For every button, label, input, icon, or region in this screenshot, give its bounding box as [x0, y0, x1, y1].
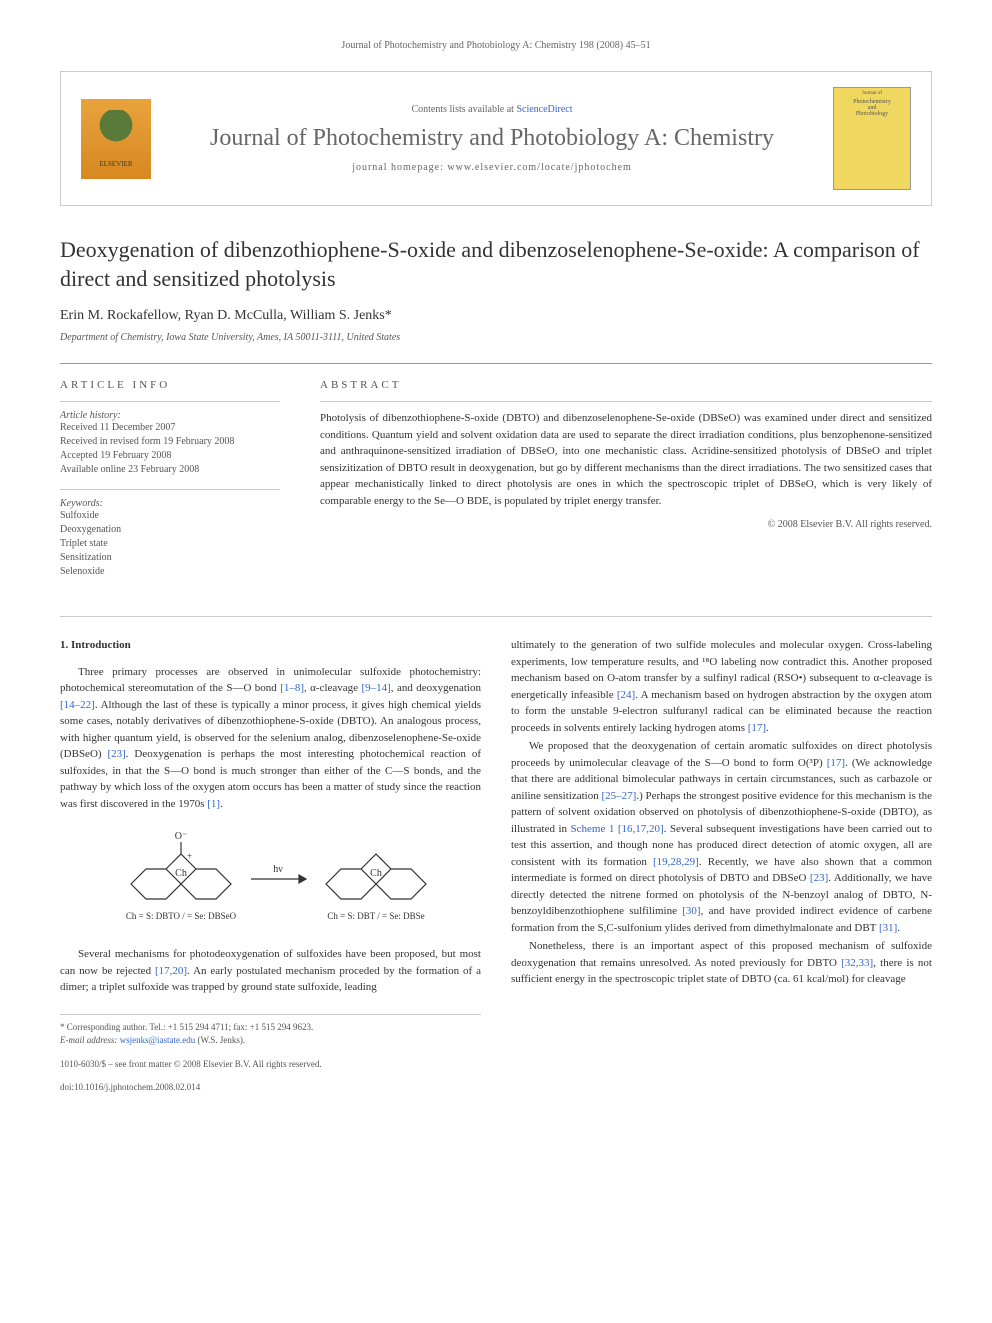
text: . — [897, 922, 900, 934]
history-revised: Received in revised form 19 February 200… — [60, 435, 280, 449]
journal-name: Journal of Photochemistry and Photobiolo… — [171, 123, 813, 154]
paragraph: Three primary processes are observed in … — [60, 664, 481, 813]
keyword: Deoxygenation — [60, 523, 280, 537]
email-line: E-mail address: wsjenks@iastate.edu (W.S… — [60, 1034, 481, 1048]
history-accepted: Accepted 19 February 2008 — [60, 449, 280, 463]
article-info: ARTICLE INFO Article history: Received 1… — [60, 379, 280, 591]
citation-link[interactable]: [16,17,20] — [614, 823, 663, 835]
keywords-label: Keywords: — [60, 498, 280, 509]
citation-link[interactable]: [25–27] — [601, 790, 636, 802]
running-head: Journal of Photochemistry and Photobiolo… — [60, 40, 932, 51]
affiliation: Department of Chemistry, Iowa State Univ… — [60, 332, 932, 343]
reaction-scheme-svg: Ch O⁻ + hν — [91, 824, 451, 934]
history-online: Available online 23 February 2008 — [60, 463, 280, 477]
history-label: Article history: — [60, 410, 280, 421]
article-title: Deoxygenation of dibenzothiophene-S-oxid… — [60, 236, 932, 293]
email-label: E-mail address: — [60, 1035, 120, 1045]
info-abstract-row: ARTICLE INFO Article history: Received 1… — [60, 363, 932, 591]
citation-link[interactable]: [19,28,29] — [653, 856, 699, 868]
column-right: ultimately to the generation of two sulf… — [511, 637, 932, 1095]
email-link[interactable]: wsjenks@iastate.edu — [120, 1035, 196, 1045]
cover-text-mid: Photochemistry and Photobiology — [837, 99, 907, 117]
journal-header: ELSEVIER Contents lists available at Sci… — [60, 71, 932, 206]
history-received: Received 11 December 2007 — [60, 421, 280, 435]
contents-prefix: Contents lists available at — [411, 104, 516, 115]
journal-homepage: journal homepage: www.elsevier.com/locat… — [171, 162, 813, 173]
citation-link[interactable]: [24] — [617, 689, 635, 701]
corresponding-author: * Corresponding author. Tel.: +1 515 294… — [60, 1021, 481, 1035]
authors: Erin M. Rockafellow, Ryan D. McCulla, Wi… — [60, 308, 932, 324]
scheme-link[interactable]: Scheme 1 — [571, 823, 615, 835]
article-history: Article history: Received 11 December 20… — [60, 401, 280, 477]
citation-link[interactable]: [17] — [827, 757, 845, 769]
citation-link[interactable]: [30] — [682, 905, 700, 917]
footnote: * Corresponding author. Tel.: +1 515 294… — [60, 1014, 481, 1048]
section-number: 1. — [60, 639, 68, 651]
keyword: Sulfoxide — [60, 509, 280, 523]
elsevier-tree-icon — [96, 110, 136, 160]
citation-link[interactable]: [9–14] — [361, 682, 390, 694]
citation-link[interactable]: [1] — [207, 798, 220, 810]
front-matter: 1010-6030/$ – see front matter © 2008 El… — [60, 1058, 481, 1072]
text: , α-cleavage — [304, 682, 361, 694]
article-info-heading: ARTICLE INFO — [60, 379, 280, 391]
svg-text:Ch: Ch — [175, 868, 187, 879]
text: . — [766, 722, 769, 734]
svg-text:+: + — [187, 851, 192, 861]
paragraph: Several mechanisms for photodeoxygenatio… — [60, 946, 481, 996]
keywords-block: Keywords: Sulfoxide Deoxygenation Triple… — [60, 489, 280, 579]
hv-label: hν — [273, 864, 283, 875]
abstract-copyright: © 2008 Elsevier B.V. All rights reserved… — [320, 519, 932, 530]
citation-link[interactable]: [23] — [810, 872, 828, 884]
citation-link[interactable]: [31] — [879, 922, 897, 934]
sciencedirect-link[interactable]: ScienceDirect — [516, 104, 572, 115]
svg-text:Ch: Ch — [370, 868, 382, 879]
svg-text:O⁻: O⁻ — [174, 831, 187, 842]
column-left: 1. Introduction Three primary processes … — [60, 637, 481, 1095]
keyword: Selenoxide — [60, 565, 280, 579]
journal-cover-thumbnail: Journal of Photochemistry and Photobiolo… — [833, 87, 911, 190]
elsevier-logo: ELSEVIER — [81, 99, 151, 179]
citation-link[interactable]: [23] — [107, 748, 125, 760]
abstract-heading: ABSTRACT — [320, 379, 932, 391]
citation-link[interactable]: [32,33] — [841, 957, 873, 969]
paragraph: We proposed that the deoxygenation of ce… — [511, 738, 932, 936]
email-person: (W.S. Jenks). — [195, 1035, 245, 1045]
section-title: Introduction — [71, 639, 131, 651]
text: . — [220, 798, 223, 810]
abstract-text: Photolysis of dibenzothiophene-S-oxide (… — [320, 401, 932, 509]
keyword: Triplet state — [60, 537, 280, 551]
cover-text-top: Journal of — [837, 91, 907, 96]
publisher-name: ELSEVIER — [99, 160, 132, 168]
citation-link[interactable]: [17,20] — [155, 965, 187, 977]
body-columns: 1. Introduction Three primary processes … — [60, 616, 932, 1095]
text: , and deoxygenation — [391, 682, 481, 694]
citation-link[interactable]: [14–22] — [60, 699, 95, 711]
scheme-right-label: Ch = S: DBT / = Se: DBSe — [327, 911, 424, 921]
header-center: Contents lists available at ScienceDirec… — [171, 104, 813, 173]
citation-link[interactable]: [1–8] — [280, 682, 304, 694]
citation-link[interactable]: [17] — [748, 722, 766, 734]
paragraph: ultimately to the generation of two sulf… — [511, 637, 932, 736]
abstract: ABSTRACT Photolysis of dibenzothiophene-… — [320, 379, 932, 591]
paragraph: Nonetheless, there is an important aspec… — [511, 938, 932, 988]
contents-available: Contents lists available at ScienceDirec… — [171, 104, 813, 115]
scheme-left-label: Ch = S: DBTO / = Se: DBSeO — [125, 911, 236, 921]
doi: doi:10.1016/j.jphotochem.2008.02.014 — [60, 1081, 481, 1095]
reaction-scheme: Ch O⁻ + hν — [60, 824, 481, 934]
section-heading: 1. Introduction — [60, 637, 481, 654]
keyword: Sensitization — [60, 551, 280, 565]
